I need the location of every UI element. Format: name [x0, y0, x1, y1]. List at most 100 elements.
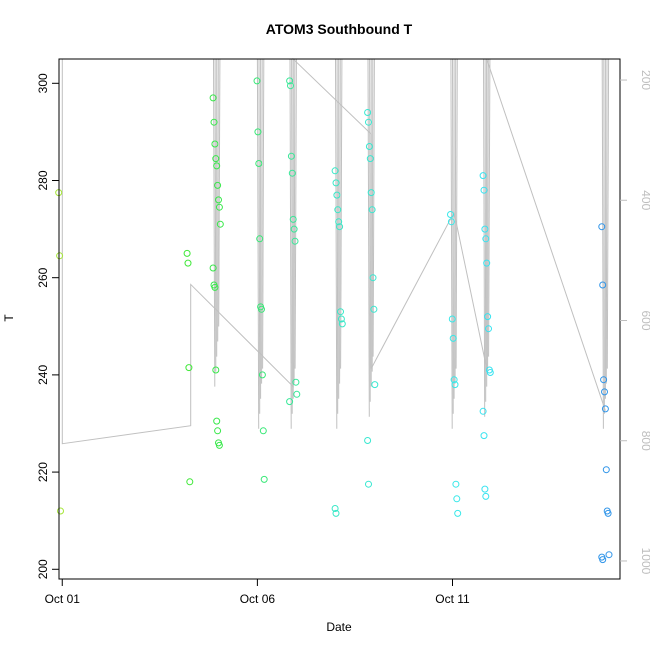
data-point-4-9	[286, 398, 294, 406]
data-point-6-10	[365, 480, 372, 488]
data-point-6-7	[370, 305, 378, 313]
profile-cast-line-0-0	[213, 58, 216, 387]
data-point-2-13	[213, 417, 221, 425]
profile-cast-line-5-0	[450, 58, 453, 429]
data-point-3-2	[255, 160, 263, 167]
data-point-2-3	[212, 155, 220, 163]
profile-cast-line-4-3	[371, 58, 374, 372]
profile-cast-line-3-1	[336, 58, 339, 414]
data-point-4-6	[291, 237, 299, 245]
data-point-0-1	[56, 252, 64, 260]
data-point-4-8	[293, 390, 301, 398]
data-point-4-5	[290, 225, 298, 233]
profile-cast-line-4-0	[367, 58, 370, 417]
profile-cast-line-0-1	[214, 58, 217, 372]
data-point-8-8	[486, 369, 494, 376]
data-point-9-5	[602, 466, 610, 474]
x-axis-label: Date	[326, 620, 352, 634]
data-point-5-4	[335, 218, 343, 226]
data-point-2-16	[215, 441, 223, 449]
data-point-9-8	[605, 551, 613, 559]
data-point-4-2	[287, 152, 295, 160]
plot-frame	[58, 58, 621, 580]
data-point-2-7	[215, 203, 223, 211]
x-axis: Oct 01 Oct 06 Oct 11	[45, 579, 470, 606]
data-point-1-0	[183, 249, 191, 257]
data-point-1-2	[185, 364, 193, 372]
profile-cast-line-3-0	[335, 58, 338, 429]
data-point-9-0	[598, 223, 606, 231]
profile-cast-line-3-3	[339, 58, 341, 384]
data-point-5-3	[334, 206, 342, 214]
data-point-2-1	[210, 118, 218, 126]
data-point-2-0	[209, 94, 217, 102]
data-point-2-14	[214, 427, 222, 435]
data-point-6-8	[371, 381, 379, 389]
data-point-6-0	[364, 109, 372, 116]
data-point-3-1	[254, 128, 262, 136]
profile-cast-line-1-0	[256, 58, 260, 429]
profile-cast-line-1-3	[261, 58, 263, 384]
data-point-6-1	[365, 118, 372, 126]
profile-cast-line-6-0	[483, 58, 486, 417]
x-tick-label-2: Oct 11	[435, 592, 470, 606]
data-point-6-2	[365, 143, 373, 150]
data-point-7-4	[450, 376, 458, 384]
data-point-8-3	[482, 235, 490, 243]
data-point-7-3	[449, 334, 457, 342]
data-point-7-6	[452, 480, 460, 488]
data-point-6-3	[366, 155, 374, 163]
data-point-5-6	[337, 308, 344, 316]
data-point-3-6	[258, 371, 266, 379]
profile-cast-line-5-3	[454, 58, 457, 384]
data-point-5-2	[333, 191, 341, 199]
y-tick-label-3: 260	[36, 267, 50, 287]
data-point-7-5	[451, 381, 459, 389]
track-lines	[61, 57, 610, 445]
data-point-7-2	[448, 315, 456, 323]
data-point-9-1	[599, 281, 607, 289]
data-point-4-0	[286, 77, 294, 85]
data-point-9-3	[601, 388, 608, 396]
data-point-3-5	[258, 305, 265, 313]
data-point-8-1	[480, 186, 488, 194]
data-point-4-7	[292, 378, 300, 386]
profile-cast-line-0-3	[217, 58, 219, 342]
data-point-0-2	[57, 507, 64, 515]
chart-title: ATOM3 Southbound T	[266, 21, 413, 37]
y-axis-label: T	[2, 314, 16, 322]
data-point-5-8	[338, 320, 346, 328]
data-point-8-2	[481, 225, 489, 233]
profile-cast-line-5-4	[455, 58, 458, 369]
profile-cast-line-0-4	[218, 58, 221, 327]
data-points	[55, 77, 613, 564]
data-point-1-1	[184, 259, 192, 267]
profile-cast-line-6-3	[487, 58, 489, 372]
data-point-7-7	[453, 495, 461, 503]
profile-cast-line-1-4	[262, 58, 265, 369]
profile-cast-line-7-3	[605, 58, 608, 384]
profile-cast-line-2-1	[291, 58, 293, 414]
data-point-2-6	[215, 196, 222, 204]
y-tick-label-4: 280	[36, 170, 50, 190]
data-point-6-4	[367, 189, 375, 197]
profile-cast-line-2-0	[289, 58, 292, 429]
profile-cast-line-4-4	[372, 58, 375, 357]
x-tick-label-1: Oct 06	[240, 592, 276, 606]
y-axis: 200 220 240 260 280 300	[36, 73, 59, 579]
profile-cast-line-1-1	[258, 58, 261, 414]
data-point-7-0	[447, 211, 454, 218]
profile-cast-line-6-4	[488, 58, 491, 357]
profile-cast-line-6-1	[484, 58, 487, 402]
data-point-7-8	[454, 509, 462, 517]
x-tick-label-0: Oct 01	[45, 592, 81, 606]
data-point-3-8	[260, 475, 268, 483]
y2-tick-label-3: 800	[639, 431, 650, 451]
y2-axis: 200 400 600 800 1000	[620, 70, 650, 575]
data-point-2-8	[216, 220, 224, 228]
data-point-8-4	[483, 259, 491, 267]
profile-cast-line-7-0	[601, 58, 604, 429]
data-point-2-2	[211, 140, 219, 148]
data-point-2-12	[212, 366, 220, 374]
